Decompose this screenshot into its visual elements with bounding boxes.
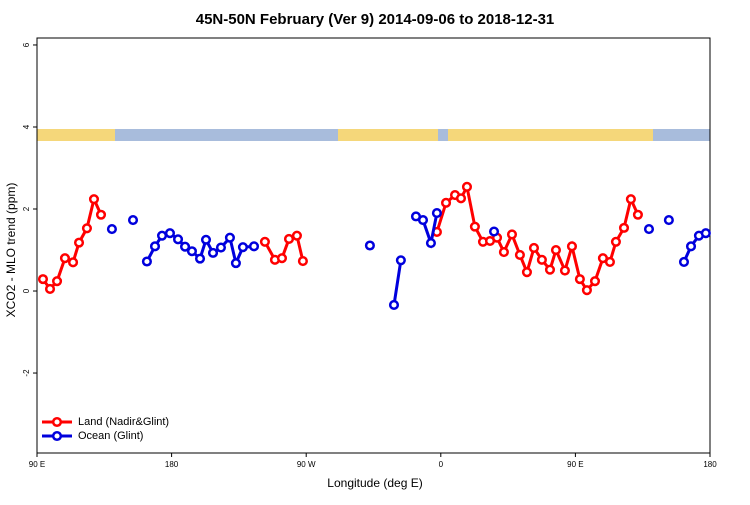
point: [589, 276, 601, 287]
point: [604, 256, 615, 267]
y-axis-label: XCO2 - MLO trend (ppm): [4, 183, 18, 318]
point: [461, 181, 473, 192]
point: [95, 209, 107, 220]
point: [455, 193, 467, 204]
point: [248, 241, 260, 252]
point: [544, 264, 556, 275]
point: [364, 240, 375, 251]
point: [431, 208, 442, 219]
point: [469, 221, 480, 232]
point: [194, 253, 206, 264]
point: [388, 299, 400, 311]
legend-label: Ocean (Glint): [78, 430, 143, 442]
point: [59, 253, 71, 264]
point: [156, 230, 168, 241]
point: [224, 232, 235, 243]
x-tick-label: 90 E: [29, 460, 45, 469]
point: [521, 267, 532, 278]
point: [172, 234, 184, 245]
point: [625, 194, 636, 205]
y-tick-label: 2: [22, 206, 31, 211]
x-tick-label: 0: [439, 460, 444, 469]
legend-label: Land (Nadir&Glint): [78, 416, 169, 428]
x-tick-label: 90 W: [297, 460, 316, 469]
chart-title: 45N-50N February (Ver 9) 2014-09-06 to 2…: [196, 11, 555, 28]
point: [73, 237, 85, 248]
point: [700, 228, 711, 239]
y-tick-label: 4: [22, 124, 31, 129]
point: [237, 242, 248, 253]
x-axis-label: Longitude (deg E): [327, 476, 422, 490]
point: [186, 246, 197, 257]
point: [291, 230, 302, 241]
point: [574, 274, 585, 285]
point: [678, 256, 690, 267]
point: [180, 241, 191, 252]
point: [550, 244, 562, 256]
point: [395, 255, 406, 266]
point: [536, 254, 547, 265]
point: [559, 265, 570, 276]
point: [51, 276, 63, 287]
point: [506, 229, 518, 240]
point: [528, 242, 540, 254]
point: [259, 236, 270, 247]
point: [498, 247, 509, 258]
x-tick-label: 180: [165, 460, 179, 469]
point: [643, 224, 655, 235]
series-line: [41, 182, 640, 293]
point: [37, 274, 49, 285]
point: [632, 209, 643, 220]
point: [488, 226, 500, 237]
y-tick-label: 6: [22, 42, 31, 47]
point: [127, 215, 139, 226]
point: [618, 222, 630, 233]
point: [440, 197, 452, 208]
point: [106, 224, 117, 235]
point: [81, 223, 93, 234]
x-tick-label: 90 E: [567, 460, 583, 469]
point: [149, 241, 161, 252]
plot-box: [36, 37, 711, 454]
point: [283, 233, 295, 244]
point: [663, 215, 674, 226]
point: [297, 256, 308, 267]
point: [44, 283, 56, 295]
legend-marker: [51, 416, 63, 428]
point: [685, 241, 697, 252]
point: [417, 215, 429, 226]
point: [207, 247, 219, 258]
y-tick-label: -2: [22, 369, 31, 377]
y-tick-label: 0: [22, 288, 31, 293]
point: [425, 237, 436, 249]
point: [88, 194, 100, 205]
land-ocean-strip: [37, 129, 710, 141]
point: [610, 236, 621, 247]
point: [230, 258, 241, 269]
legend-marker: [51, 430, 63, 442]
point: [141, 256, 152, 267]
point: [67, 257, 79, 268]
point: [566, 241, 578, 252]
point: [164, 228, 176, 239]
point: [276, 253, 288, 264]
x-tick-label: 180: [703, 460, 717, 469]
point: [200, 234, 212, 245]
point: [581, 285, 592, 296]
point: [514, 249, 525, 260]
point: [215, 242, 227, 253]
